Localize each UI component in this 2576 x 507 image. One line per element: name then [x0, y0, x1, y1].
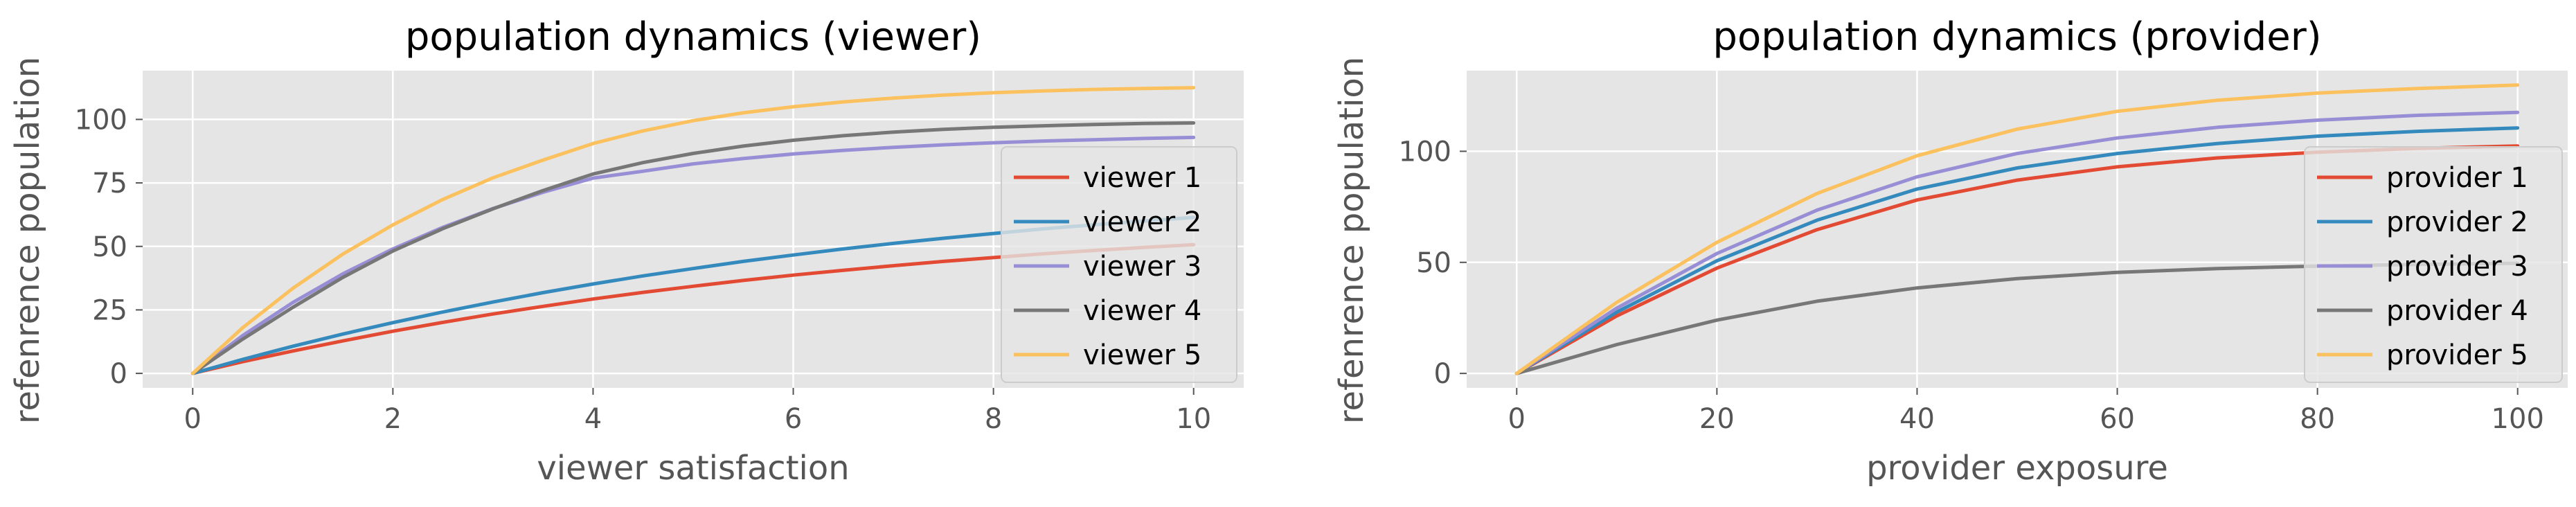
x-tick-label: 0: [184, 403, 202, 435]
x-tick-label: 8: [985, 403, 1002, 435]
y-axis-label-provider: refenrence population: [1332, 57, 1371, 424]
legend-entry-label: provider 2: [2386, 206, 2528, 238]
legend-entry-label: viewer 2: [1083, 206, 1201, 238]
x-tick-label: 0: [1508, 403, 1526, 435]
x-tick-label: 100: [2492, 403, 2544, 435]
x-axis-label-viewer: viewer satisfaction: [537, 449, 849, 488]
y-tick-label: 0: [110, 358, 127, 390]
legend-entry-label: provider 3: [2386, 251, 2528, 283]
y-tick-label: 75: [92, 168, 127, 199]
x-axis-label-provider: provider exposure: [1866, 449, 2168, 488]
y-tick-label: 100: [75, 104, 127, 136]
legend-box: [1001, 146, 1237, 383]
y-tick-label: 50: [92, 231, 127, 263]
legend-box: [2304, 146, 2563, 383]
chart-title-provider: population dynamics (provider): [1712, 15, 2321, 60]
x-tick-label: 2: [384, 403, 402, 435]
y-tick-label: 25: [92, 294, 127, 326]
x-tick-label: 10: [1176, 403, 1211, 435]
legend-viewer: viewer 1 viewer 2 viewer 3 viewer 4 viewer 5: [1001, 146, 1237, 383]
y-tick-label: 0: [1434, 358, 1451, 390]
x-tick-label: 6: [785, 403, 802, 435]
chart-provider: 0 20 40 60 80 100 0 50 100 population dynamics (…: [1332, 15, 2568, 488]
y-tick-label: 100: [1399, 136, 1451, 168]
legend-entry-label: viewer 5: [1083, 339, 1201, 371]
legend-entry-label: viewer 1: [1083, 162, 1201, 194]
series-line-provider-2: [1514, 126, 2520, 375]
x-tick-label: 60: [2100, 403, 2135, 435]
series-line-viewer-5: [190, 86, 1196, 375]
legend-entry-label: provider 5: [2386, 339, 2528, 371]
y-axis-label-viewer: refenrence population: [8, 57, 47, 424]
y-tick-label: 50: [1416, 247, 1451, 279]
legend-entry-label: provider 4: [2386, 295, 2528, 327]
x-tick-label: 4: [584, 403, 602, 435]
series-line-provider-3: [1514, 110, 2520, 375]
legend-entry-label: viewer 3: [1083, 251, 1201, 283]
series-line-viewer-3: [190, 135, 1196, 375]
series-line-provider-5: [1514, 83, 2520, 375]
series-line-viewer-4: [190, 121, 1196, 375]
legend-provider: provider 1 provider 2 provider 3 provider 4…: [2304, 146, 2563, 383]
chart-title-viewer: population dynamics (viewer): [405, 15, 981, 60]
x-tick-label: 80: [2300, 403, 2335, 435]
x-tick-label: 40: [1899, 403, 1935, 435]
tick-labels-provider: 0 20 40 60 80 100 0 50 100: [1399, 136, 2544, 435]
x-tick-label: 20: [1699, 403, 1735, 435]
legend-entry-label: provider 1: [2386, 162, 2528, 194]
legend-entry-label: viewer 4: [1083, 295, 1201, 327]
